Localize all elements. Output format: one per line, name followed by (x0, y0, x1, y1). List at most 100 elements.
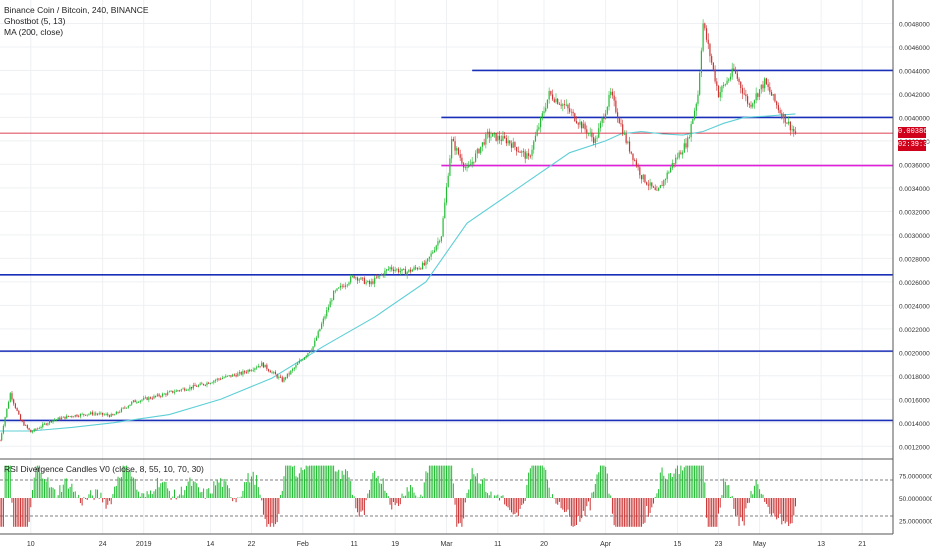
price-candle-body (711, 56, 713, 63)
price-candle-body (461, 157, 463, 164)
price-candle-body (681, 152, 684, 155)
price-candle-body (146, 397, 148, 400)
price-candle-body (570, 111, 572, 113)
price-candle-body (668, 172, 670, 174)
price-candle-body (781, 113, 783, 119)
price-candle-body (391, 267, 393, 270)
price-candle-body (19, 414, 22, 421)
price-candle-body (377, 275, 379, 278)
price-candle-body (791, 129, 793, 131)
price-candle-body (95, 413, 97, 415)
price-candle-body (622, 124, 624, 135)
price-candle-body (451, 139, 453, 159)
price-candle-body (685, 143, 687, 148)
price-candle-body (777, 105, 779, 111)
price-candle-body (705, 28, 708, 40)
price-candle-body (680, 152, 682, 155)
price-candle-body (581, 121, 583, 129)
price-candle-body (709, 43, 711, 57)
price-candle-body (21, 420, 23, 422)
price-candle-body (654, 187, 656, 190)
price-candle-body (11, 393, 13, 400)
price-candle-body (379, 275, 381, 277)
rsi-panel-layer (0, 465, 893, 527)
price-candle-body (486, 131, 489, 135)
price-candle-body (252, 369, 254, 371)
price-candle-body (683, 143, 685, 153)
price-candle-body (524, 151, 526, 159)
price-candle-body (100, 412, 102, 414)
price-candle-body (608, 94, 610, 107)
price-candle-body (300, 360, 302, 362)
price-candle-body (362, 277, 364, 279)
price-candle-body (96, 413, 99, 415)
price-candle-body (262, 362, 265, 368)
price-candle-body (719, 92, 721, 98)
price-candle-body (114, 414, 116, 416)
price-candle-body (290, 370, 292, 375)
price-candle-body (632, 153, 634, 161)
price-candle-body (225, 375, 227, 378)
price-candle-body (440, 236, 442, 242)
price-candle-body (214, 380, 217, 381)
price-candle-body (558, 103, 561, 105)
price-candle-body (161, 393, 164, 397)
price-candle-body (139, 400, 141, 403)
price-candle-body (83, 413, 85, 415)
price-candle-body (670, 167, 672, 173)
price-candle-body (463, 163, 465, 168)
price-candle-body (615, 100, 617, 113)
rsi-tick-label: 50.0000000 (899, 496, 932, 503)
price-candle-body (671, 163, 673, 168)
price-candle-body (167, 392, 169, 395)
time-tick-label: Mar (440, 541, 453, 548)
price-candle-body (519, 151, 521, 153)
price-candle-body (509, 140, 511, 144)
price-candle-body (779, 110, 781, 114)
price-candle-body (216, 378, 218, 381)
price-candle-body (630, 151, 632, 154)
price-candle-body (319, 328, 321, 332)
price-candle-body (692, 119, 694, 124)
price-candle-body (49, 420, 51, 424)
price-candle-body (13, 399, 15, 404)
price-candle-body (712, 62, 714, 70)
price-candle-body (184, 388, 186, 391)
price-candle-body (160, 396, 162, 397)
price-tick-label: 0.0040000 (899, 115, 930, 122)
price-candle-body (43, 423, 46, 425)
price-candle-body (474, 153, 477, 162)
price-candle-body (38, 428, 40, 429)
price-candle-body (221, 377, 223, 380)
price-candle-body (726, 80, 728, 85)
price-candle-body (536, 129, 538, 136)
price-candle-body (557, 98, 559, 104)
price-candle-body (507, 140, 509, 144)
price-candle-body (372, 281, 374, 284)
price-candle-body (291, 369, 294, 371)
price-candle-body (651, 182, 653, 187)
price-candle-body (182, 388, 184, 390)
price-candle-body (528, 153, 530, 156)
price-candle-body (249, 369, 251, 372)
price-candle-body (396, 269, 398, 270)
price-candle-body (235, 375, 237, 377)
price-candle-body (148, 397, 150, 400)
price-candle-body (425, 261, 427, 266)
price-candle-body (199, 383, 201, 386)
price-candle-body (54, 419, 56, 421)
price-candle-body (539, 117, 542, 128)
price-candle-body (690, 123, 692, 138)
price-candle-body (770, 92, 773, 96)
price-candle-body (196, 386, 198, 387)
price-candle-body (627, 141, 629, 143)
price-candle-body (312, 346, 314, 351)
price-candle-body (76, 414, 78, 417)
price-candle-body (786, 122, 788, 124)
rsi-tick-label: 25.0000000 (899, 519, 932, 526)
price-candle-body (321, 323, 323, 329)
price-candle-body (297, 363, 299, 366)
price-candle-body (550, 91, 552, 95)
price-candle-body (741, 88, 744, 94)
price-candle-body (279, 376, 282, 378)
